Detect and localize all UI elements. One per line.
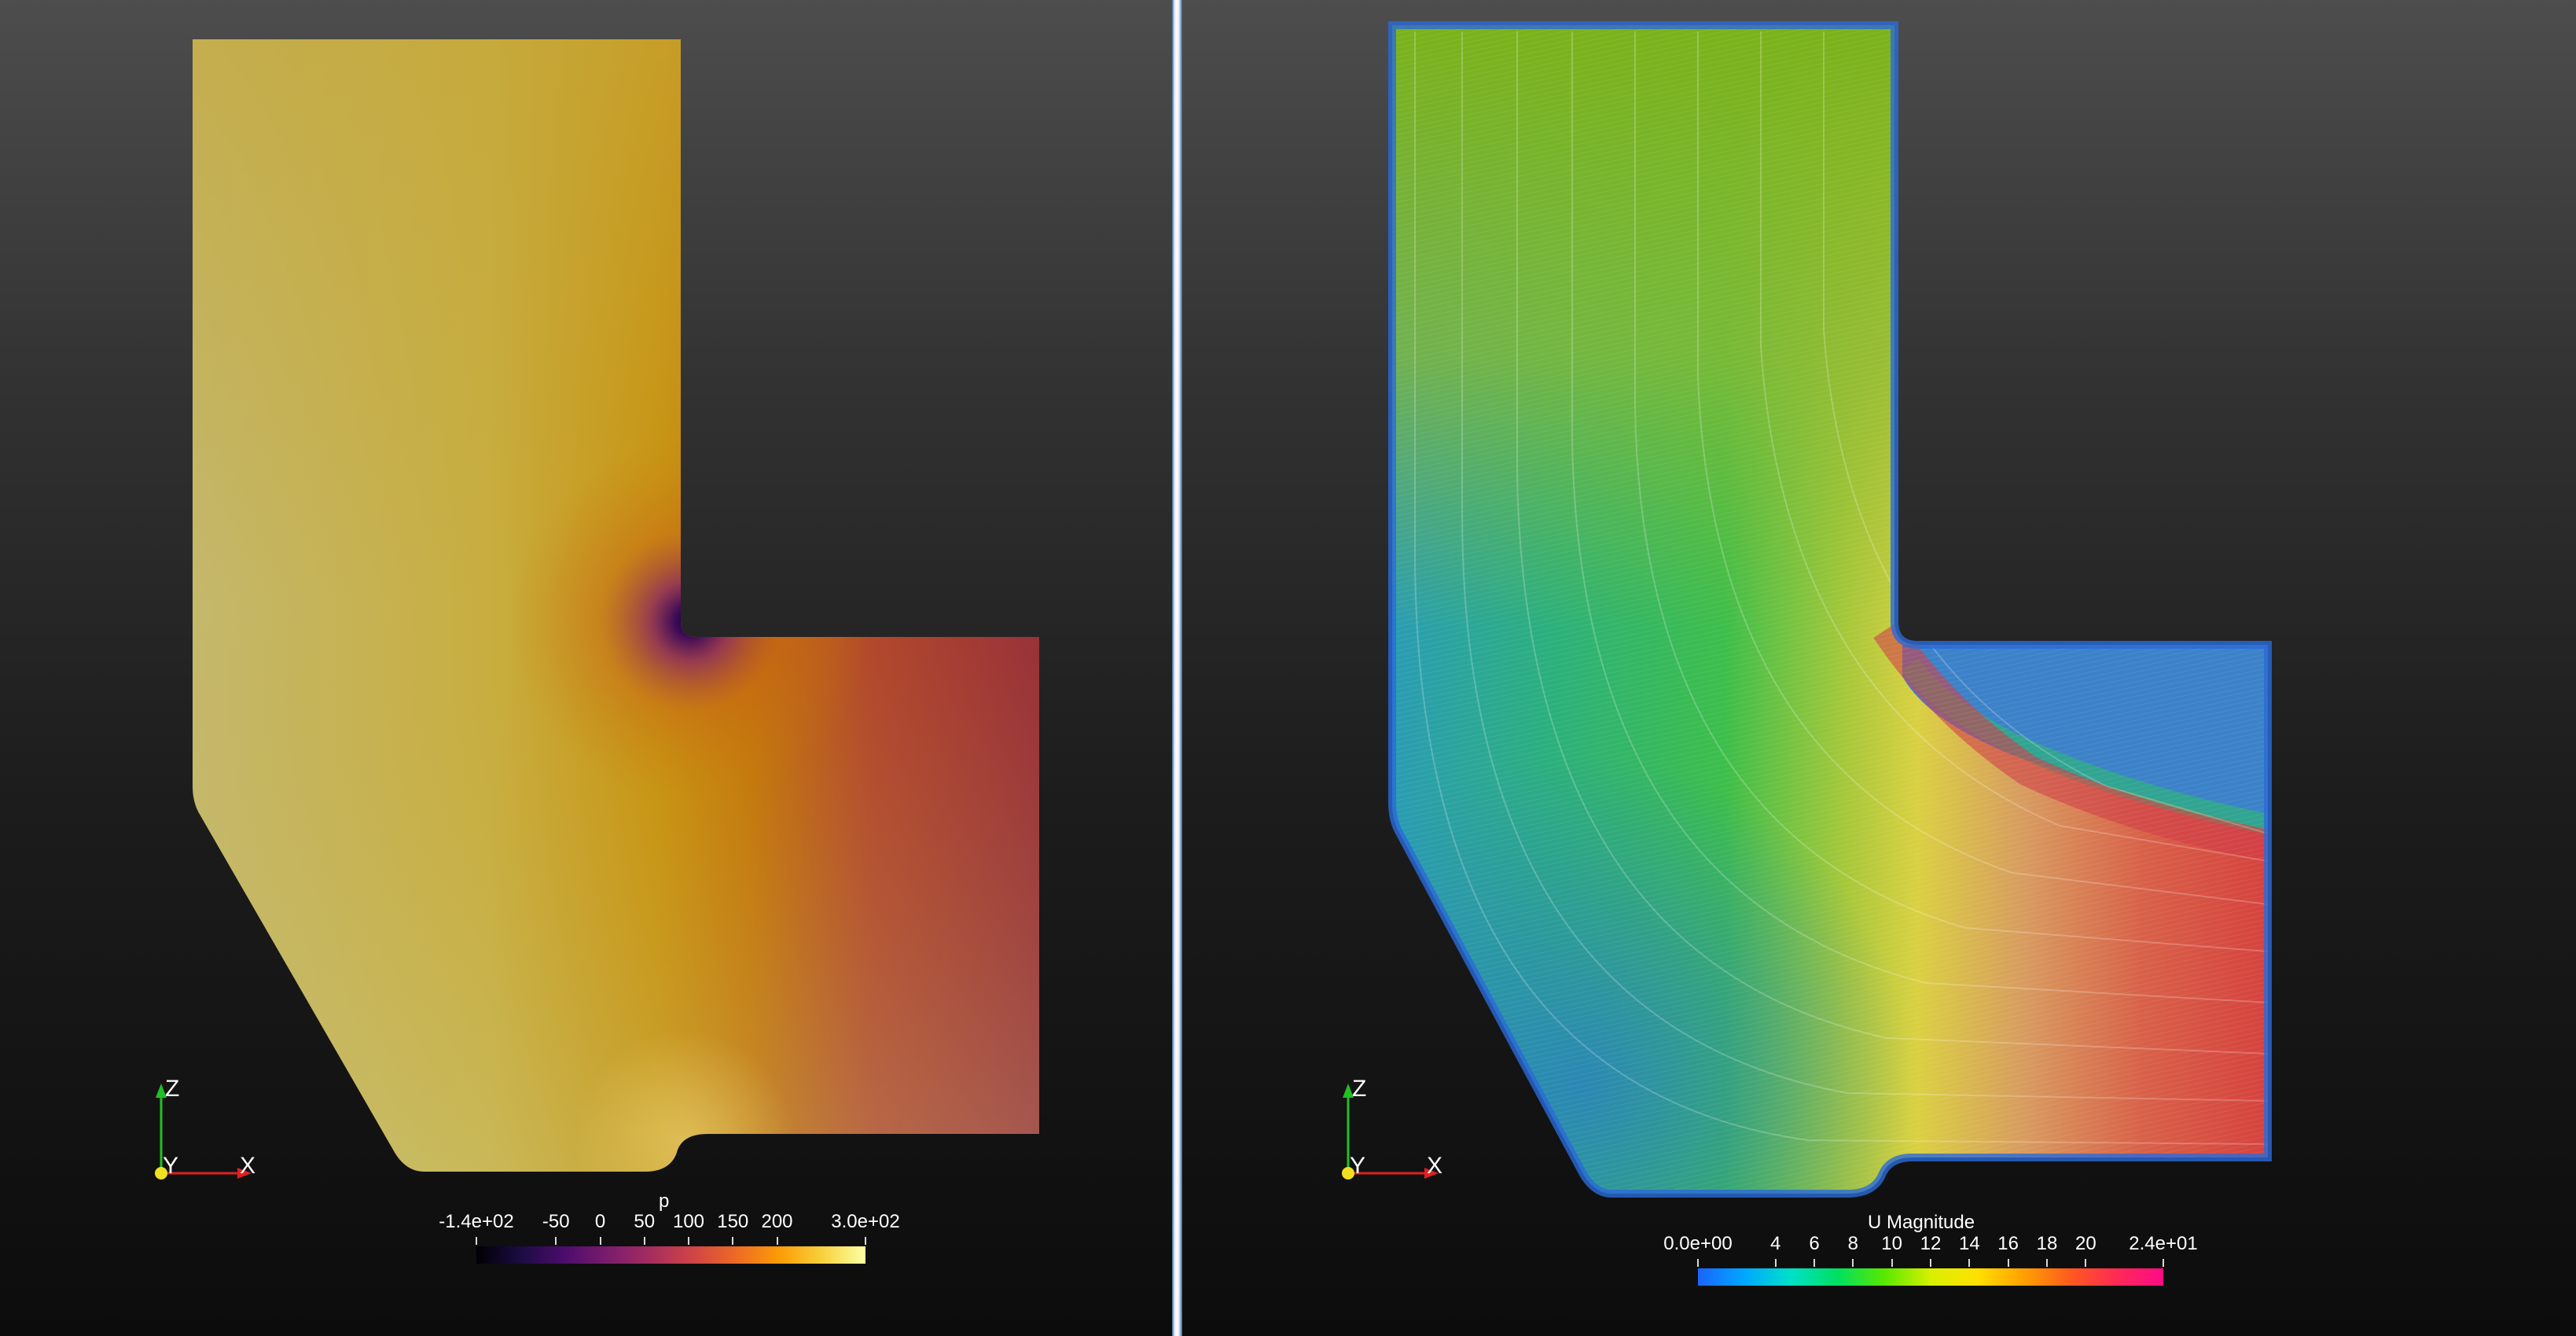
legend-tick-mark	[1930, 1259, 1931, 1267]
legend-tick-mark	[1852, 1259, 1854, 1267]
axis-z-label: Z	[1352, 1077, 1366, 1101]
axis-y-label: Y	[163, 1154, 178, 1178]
legend-tick-label: 150	[717, 1212, 748, 1232]
render-view-left[interactable]: Z Y X p -1.4e+02 -50 0 50 100 150 200 3.0e+02	[0, 0, 1172, 1336]
legend-tick-label: 0	[595, 1212, 605, 1232]
legend-tick-label: 4	[1770, 1234, 1780, 1254]
legend-tick-mark	[644, 1237, 645, 1245]
legend-tick-label: 0.0e+00	[1663, 1234, 1732, 1254]
legend-tick-mark	[2163, 1259, 2164, 1267]
legend-tick-mark	[1968, 1259, 1970, 1267]
legend-tick-mark	[476, 1237, 477, 1245]
legend-tick-label: 3.0e+02	[831, 1212, 899, 1232]
legend-tick-mark	[2008, 1259, 2009, 1267]
legend-tick-mark	[2085, 1259, 2086, 1267]
legend-tick-label: 50	[634, 1212, 655, 1232]
legend-tick-label: 6	[1809, 1234, 1819, 1254]
legend-tick-mark	[2046, 1259, 2048, 1267]
axis-x-label: X	[240, 1154, 255, 1178]
legend-tick-label: 8	[1848, 1234, 1858, 1254]
legend-tick-mark	[688, 1237, 689, 1245]
axis-x-label: X	[1427, 1154, 1442, 1178]
legend-tick-mark	[1775, 1259, 1777, 1267]
legend-tick-mark	[1891, 1259, 1893, 1267]
legend-tick-label: 100	[673, 1212, 704, 1232]
legend-tick-mark	[865, 1237, 866, 1245]
pressure-legend-title: p	[659, 1191, 669, 1212]
pressure-color-bar	[476, 1246, 865, 1264]
legend-tick-label: 16	[1997, 1234, 2019, 1254]
legend-tick-mark	[555, 1237, 557, 1245]
legend-tick-mark	[1813, 1259, 1815, 1267]
legend-tick-mark	[777, 1237, 778, 1245]
legend-tick-mark	[1697, 1259, 1699, 1267]
legend-tick-label: -50	[542, 1212, 570, 1232]
velocity-color-bar	[1698, 1268, 2163, 1286]
velocity-legend-title: U Magnitude	[1868, 1213, 1975, 1233]
legend-tick-label: 20	[2075, 1234, 2096, 1254]
axis-y-label: Y	[1350, 1154, 1365, 1178]
legend-tick-mark	[600, 1237, 601, 1245]
legend-tick-label: 2.4e+01	[2129, 1234, 2197, 1254]
render-view-right[interactable]: Z Y X U Magnitude 0.0e+00 4 6 8 10 12 14 16 18 20…	[1182, 0, 2576, 1336]
legend-tick-mark	[732, 1237, 733, 1245]
legend-tick-label: 12	[1920, 1234, 1942, 1254]
legend-tick-label: 10	[1881, 1234, 1902, 1254]
legend-tick-label: -1.4e+02	[439, 1212, 513, 1232]
view-splitter[interactable]	[1172, 0, 1182, 1336]
legend-tick-label: 14	[1959, 1234, 1980, 1254]
axis-z-label: Z	[165, 1077, 179, 1101]
legend-tick-label: 18	[2037, 1234, 2058, 1254]
legend-tick-label: 200	[761, 1212, 792, 1232]
